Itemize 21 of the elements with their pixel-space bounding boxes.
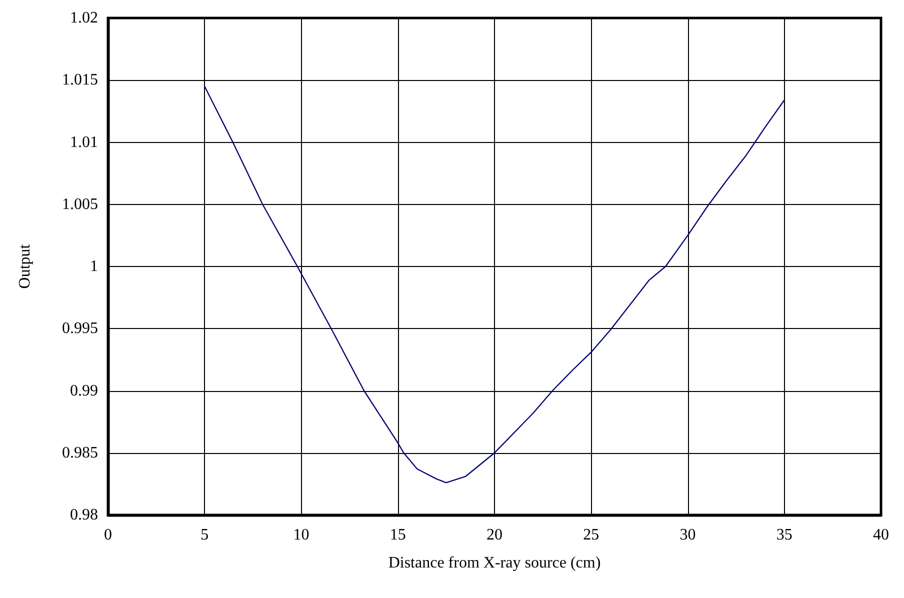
- x-tick-label: 25: [583, 526, 600, 544]
- y-tick-label: 0.995: [62, 320, 98, 338]
- y-tick-label: 1.01: [70, 134, 98, 151]
- y-tick-label: 0.985: [62, 444, 98, 462]
- x-tick-label: 5: [200, 526, 209, 544]
- x-tick-label: 35: [776, 526, 792, 544]
- y-tick-label: 1.015: [62, 72, 98, 89]
- x-tick-label: 15: [390, 526, 406, 544]
- x-tick-label: 0: [104, 526, 112, 544]
- y-tick-label: 1: [90, 258, 98, 275]
- x-axis-title: Distance from X-ray source (cm): [388, 554, 601, 572]
- y-axis-title: Output: [16, 244, 34, 289]
- x-tick-label: 20: [486, 526, 502, 544]
- line-series: [204, 86, 785, 484]
- x-tick-label: 10: [293, 526, 310, 544]
- y-tick-label: 1.005: [62, 196, 98, 213]
- y-tick-label: 0.99: [70, 382, 98, 400]
- y-tick-label: 0.98: [70, 506, 98, 524]
- x-tick-label: 40: [873, 526, 889, 544]
- y-tick-label: 1.02: [70, 10, 98, 26]
- x-tick-label: 30: [680, 526, 696, 544]
